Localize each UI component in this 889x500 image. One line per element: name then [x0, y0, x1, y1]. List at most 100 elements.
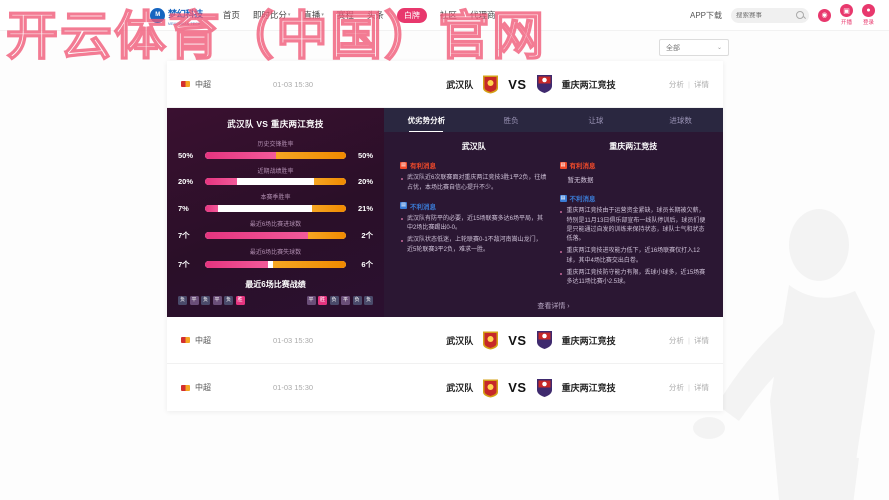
nav-item-live[interactable]: 直播 ▾	[303, 9, 324, 21]
login-button[interactable]: ● 登录	[862, 4, 875, 26]
tab-win-lose[interactable]: 胜负	[503, 115, 519, 125]
teams-cell: 武汉队 VS 重庆两江竞技	[393, 378, 669, 398]
row-actions: 分析 | 详情	[669, 382, 709, 393]
league-filter-select[interactable]: 全部 ⌄	[659, 39, 729, 56]
good-news-label: 有利消息	[569, 163, 596, 171]
league-flag-icon	[181, 384, 190, 391]
match-time: 01-03 15:30	[273, 335, 314, 345]
action-separator: |	[687, 79, 690, 89]
stats-panel: 武汉队 VS 重庆两江竞技 历史交锋胜率 50% 50% 近期战绩胜率 20% …	[167, 108, 384, 317]
away-good-tag: ▤ 有利消息	[559, 160, 708, 171]
expanded-analysis-panel: 武汉队 VS 重庆两江竞技 历史交锋胜率 50% 50% 近期战绩胜率 20% …	[167, 108, 723, 317]
logo-subtitle: MENGHUAN TECH	[168, 22, 201, 26]
search-input[interactable]	[736, 11, 792, 19]
detail-link[interactable]: 详情	[694, 79, 709, 89]
stat-bar	[205, 151, 346, 159]
league-name: 中超	[195, 383, 211, 392]
stat-label: 最近6场比赛进球数	[249, 221, 302, 228]
search-icon[interactable]	[796, 11, 804, 19]
status-badge: 平	[189, 295, 199, 305]
league-cell: 中超	[181, 382, 273, 393]
stats-panel-title: 武汉队 VS 重庆两江竞技	[227, 119, 324, 129]
away-team-name: 重庆两江竞技	[561, 79, 616, 90]
stat-home-value: 50%	[178, 150, 194, 160]
league-name: 中超	[195, 79, 211, 89]
nav-item-whitelabel[interactable]: 白牌	[396, 7, 427, 23]
stat-home-value: 7个	[178, 259, 190, 269]
row-actions: 分析 | 详情	[669, 79, 709, 90]
league-cell: 中超	[181, 335, 273, 346]
home-team-title: 武汉队	[461, 142, 486, 152]
app-download-link[interactable]: APP下载	[689, 10, 722, 20]
nav-item-home[interactable]: 首页	[223, 9, 240, 21]
status-badge: 负	[352, 295, 362, 305]
chevron-down-icon: ▾	[287, 12, 291, 18]
away-analysis-column: 重庆两江竞技 ▤ 有利消息 暂无数据 ▤ 不利消息 重庆两江竞技由于运营资金紧缺…	[554, 141, 714, 295]
status-badge: 胜	[235, 295, 245, 305]
tab-handicap[interactable]: 让球	[588, 115, 604, 125]
away-team-crest-icon	[536, 331, 552, 349]
list-item: 武汉队状态低迷，上轮联赛0-1不敌河南嵩山龙门，近5轮联赛3平2负，难求一胜。	[400, 236, 548, 255]
stat-bar	[205, 204, 346, 212]
stat-bar	[205, 260, 346, 268]
stat-away-value: 2个	[361, 231, 373, 240]
nav-item-livescore[interactable]: 即时比分 ▾	[253, 9, 291, 21]
tab-goals[interactable]: 进球数	[669, 115, 692, 125]
recent-form-title: 最近6场比赛战绩	[245, 279, 306, 289]
away-form-group: 平 胜 负 平 负 负	[306, 295, 373, 305]
status-badge: 负	[178, 295, 187, 305]
stat-home-value: 7%	[178, 203, 189, 213]
nav-item-schedule[interactable]: 赛程	[337, 9, 354, 21]
vs-label: VS	[508, 76, 527, 92]
broadcast-icon: ▣	[840, 4, 853, 17]
away-team-name: 重庆两江竞技	[561, 383, 616, 393]
status-badge: 平	[306, 295, 316, 305]
nav-label: 赛程	[336, 10, 354, 20]
view-detail-link[interactable]: 查看详情 ›	[537, 303, 570, 311]
action-separator: |	[687, 383, 690, 392]
home-team-name: 武汉队	[446, 79, 474, 90]
home-bad-tag: ▤ 不利消息	[400, 201, 548, 211]
search-box[interactable]	[731, 7, 809, 23]
analysis-link[interactable]: 分析	[668, 335, 684, 345]
broadcast-button[interactable]: ▣ 开播	[840, 4, 853, 26]
league-filter-value: 全部	[666, 44, 680, 52]
analysis-link[interactable]: 分析	[668, 79, 684, 89]
home-team-name: 武汉队	[446, 383, 474, 393]
analysis-panel: 优劣势分析 胜负 让球 进球数 武汉队 ▤ 有利消息 武汉队近6次联赛	[384, 108, 723, 317]
match-time: 01-03 15:30	[273, 383, 314, 392]
nav-label: 代理商	[469, 10, 496, 20]
table-row[interactable]: 中超 01-03 15:30 武汉队 VS 重庆两江竞技 分析	[167, 364, 723, 411]
home-form-group: 负 平 负 平 负 胜	[178, 295, 245, 305]
match-time: 01-03 15:30	[273, 79, 314, 89]
nav-label: 头条	[366, 10, 384, 20]
nav-item-agent[interactable]: 代理商	[470, 9, 496, 21]
stat-block: 本赛季胜率 7% 21%	[178, 192, 373, 213]
analysis-footer: 查看详情 ›	[384, 296, 723, 317]
status-badge: 负	[329, 295, 339, 305]
stat-home-value: 20%	[178, 177, 194, 186]
detail-link[interactable]: 详情	[694, 335, 709, 345]
league-cell: 中超	[181, 79, 273, 90]
nav-item-headlines[interactable]: 头条	[367, 9, 384, 21]
tab-advantage-analysis[interactable]: 优劣势分析	[384, 108, 469, 132]
analysis-link[interactable]: 分析	[668, 383, 684, 392]
site-logo[interactable]: M 梦幻科技 MENGHUAN TECH	[150, 4, 203, 26]
nav-item-community[interactable]: 社区	[440, 9, 457, 21]
broadcast-label: 开播	[840, 20, 852, 26]
detail-link[interactable]: 详情	[694, 383, 709, 392]
stat-away-value: 50%	[357, 150, 373, 160]
stat-label: 历史交锋胜率	[257, 142, 294, 148]
row-actions: 分析 | 详情	[669, 335, 709, 346]
table-row[interactable]: 中超 01-03 15:30 武汉队 VS 重庆两江竞技 分析	[167, 317, 723, 364]
vs-label: VS	[508, 380, 527, 395]
globe-button[interactable]: ◉	[818, 8, 831, 22]
home-bad-list: 武汉队有防平的必要，近15场联赛多达6场平局，其中2场比赛踢出0-0。 武汉队状…	[400, 215, 548, 255]
table-row[interactable]: 中超 01-03 15:30 武汉队 VS 重庆两江竞技 分析	[167, 61, 723, 108]
stat-block: 近期战绩胜率 20% 20%	[178, 166, 373, 187]
home-good-tag: ▤ 有利消息	[400, 160, 548, 170]
home-team-name: 武汉队	[446, 335, 474, 346]
bad-news-label: 不利消息	[410, 203, 436, 211]
logo-name: 梦幻科技	[168, 9, 203, 19]
